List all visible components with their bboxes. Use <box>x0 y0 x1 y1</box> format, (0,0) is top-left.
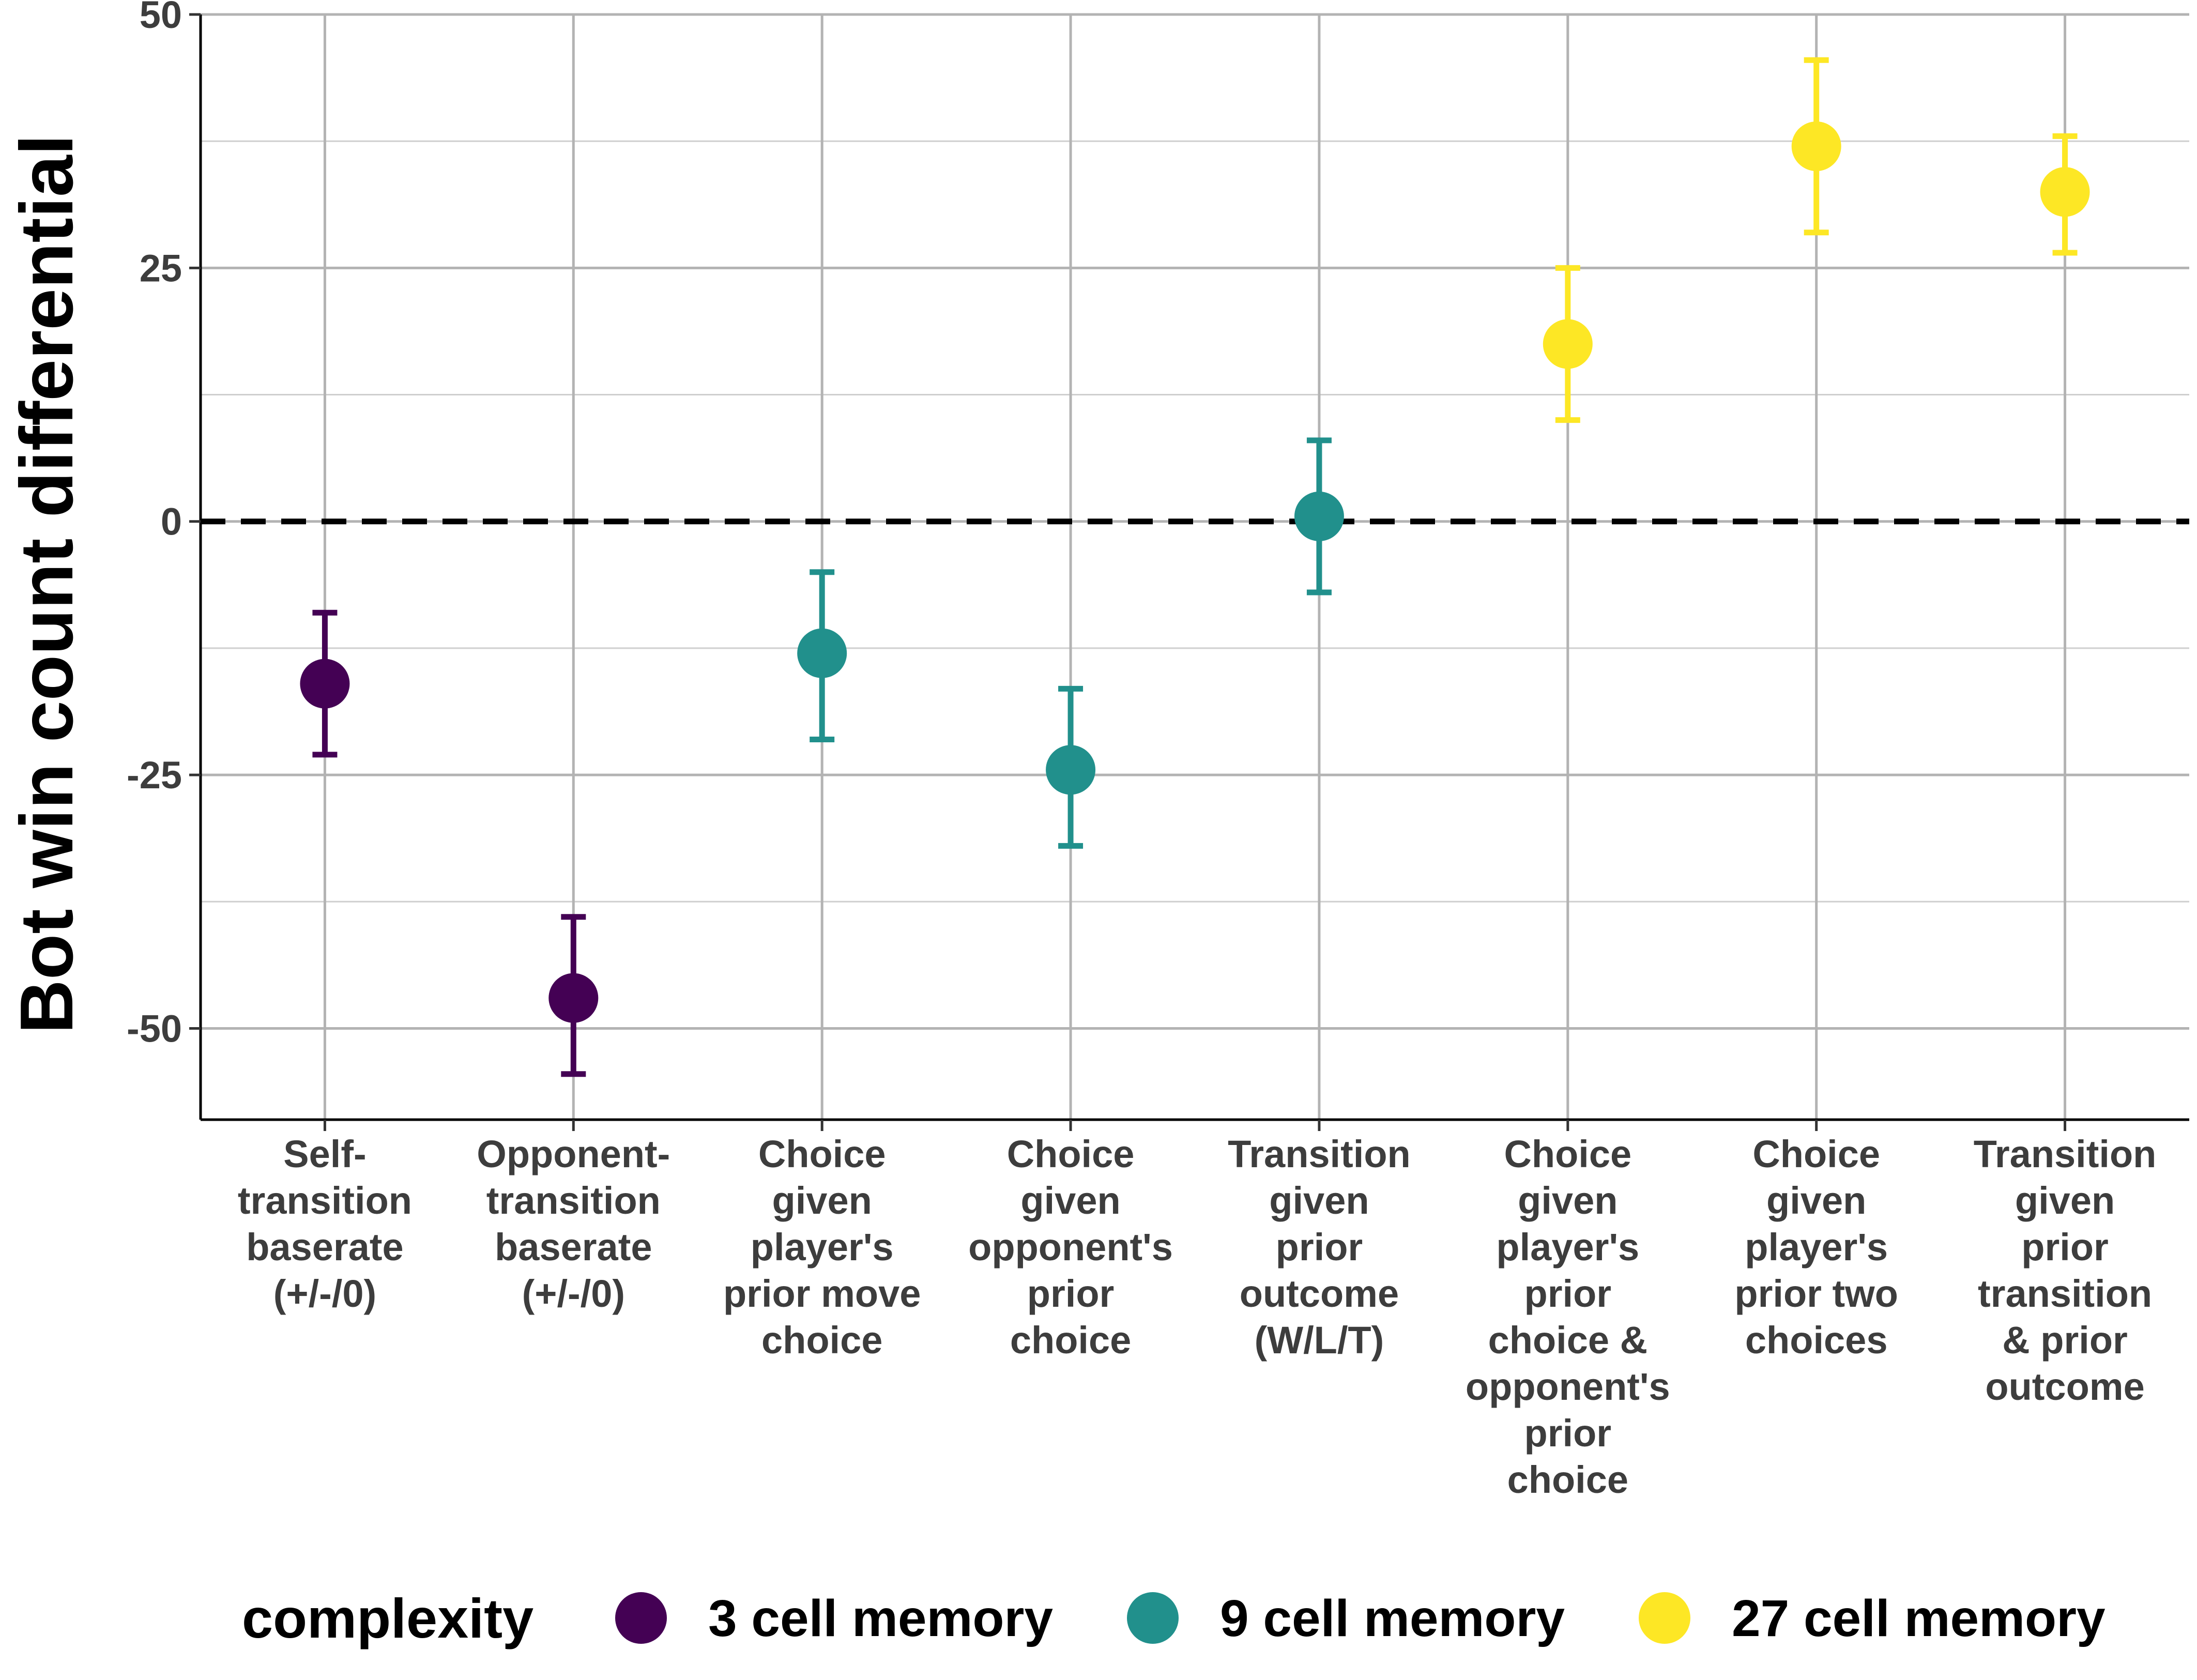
x-tick-label-line: Self- <box>283 1133 366 1175</box>
legend-key <box>615 1592 667 1644</box>
x-tick-label-line: outcome <box>1240 1272 1399 1315</box>
x-tick-label-line: Transition <box>1228 1133 1411 1175</box>
y-tick-label: -25 <box>127 754 182 797</box>
data-point <box>1046 745 1096 795</box>
legend-key <box>1127 1592 1179 1644</box>
x-tick-label-line: prior move <box>723 1272 921 1315</box>
x-tick-label-line: transition <box>238 1179 412 1222</box>
data-point <box>1543 319 1593 369</box>
y-axis-title: Bot win count differential <box>5 134 88 1034</box>
y-tick-label: -50 <box>127 1007 182 1050</box>
x-tick-label-line: given <box>1269 1179 1369 1222</box>
x-tick-label-line: (+/-/0) <box>522 1272 625 1315</box>
x-tick-label-line: prior <box>1524 1272 1612 1315</box>
legend-title: complexity <box>242 1587 533 1650</box>
data-point <box>2040 167 2090 217</box>
x-tick-label-line: prior <box>1524 1412 1612 1455</box>
x-tick-label-line: choices <box>1745 1319 1888 1362</box>
data-points <box>300 121 2090 1023</box>
x-tick-label: Choice given player's prior choice & opponent… <box>1466 1133 1670 1501</box>
x-tick-label: Choice given player's prior two choices <box>1734 1133 1898 1362</box>
legend-item: 3 cell memory <box>615 1590 1053 1647</box>
axes <box>189 13 2189 1131</box>
x-tick-label-line: prior <box>2021 1226 2109 1269</box>
y-tick-label: 25 <box>140 247 182 289</box>
x-tick-label-line: opponent's <box>1466 1365 1670 1408</box>
x-tick-label-line: outcome <box>1985 1365 2144 1408</box>
x-tick-label-line: Transition <box>1974 1133 2157 1175</box>
error-bars <box>312 57 2078 1077</box>
x-tick-label: Choice given opponent's prior choice <box>968 1133 1173 1362</box>
x-tick-label-line: given <box>1020 1179 1120 1222</box>
data-point <box>1294 491 1344 541</box>
x-tick-label-line: given <box>772 1179 872 1222</box>
y-tick-label: 0 <box>161 500 182 543</box>
x-tick-label-line: prior two <box>1734 1272 1898 1315</box>
x-tick-label-line: transition <box>486 1179 661 1222</box>
x-tick-label-line: choice <box>1010 1319 1131 1362</box>
x-tick-label-line: choice <box>761 1319 882 1362</box>
legend-label: 9 cell memory <box>1220 1590 1565 1647</box>
legend-item: 27 cell memory <box>1639 1590 2106 1647</box>
legend: complexity 3 cell memory 9 cell memory 27 … <box>242 1587 2106 1650</box>
x-tick-label: Transition given prior outcome (W/L/T) <box>1228 1133 1411 1362</box>
x-tick-label-line: given <box>1518 1179 1618 1222</box>
x-tick-label-line: given <box>1766 1179 1866 1222</box>
x-tick-label-line: player's <box>751 1226 894 1269</box>
data-point <box>797 628 847 678</box>
x-tick-label-line: Opponent- <box>477 1133 670 1175</box>
x-tick-label-line: (+/-/0) <box>273 1272 376 1315</box>
x-tick-labels: Self-transition baserate (+/-/0)Opponent-t… <box>238 1133 2156 1501</box>
y-tick-label: 50 <box>140 0 182 36</box>
x-tick-label-line: player's <box>1745 1226 1888 1269</box>
x-tick-label-line: Choice <box>1504 1133 1631 1175</box>
x-tick-label-line: player's <box>1496 1226 1639 1269</box>
x-tick-label-line: baserate <box>246 1226 403 1269</box>
data-point <box>1791 121 1841 171</box>
x-tick-label-line: Choice <box>758 1133 886 1175</box>
x-tick-label-line: (W/L/T) <box>1255 1319 1384 1362</box>
data-point <box>548 973 599 1023</box>
x-tick-label-line: given <box>2015 1179 2115 1222</box>
legend-label: 27 cell memory <box>1732 1590 2106 1647</box>
x-tick-label-line: baserate <box>495 1226 652 1269</box>
legend-item: 9 cell memory <box>1127 1590 1565 1647</box>
x-tick-label-line: transition <box>1978 1272 2152 1315</box>
x-tick-label-line: Choice <box>1007 1133 1135 1175</box>
x-tick-label: Self-transition baserate (+/-/0) <box>238 1133 412 1315</box>
x-tick-label-line: Choice <box>1752 1133 1880 1175</box>
x-tick-label-line: choice <box>1507 1458 1628 1501</box>
data-point <box>300 659 350 709</box>
x-tick-label: Transition given prior transition & prior out… <box>1974 1133 2157 1408</box>
x-tick-label: Opponent-transition baserate (+/-/0) <box>477 1133 670 1315</box>
grid <box>201 13 2189 1120</box>
x-tick-label: Choice given player's prior move choice <box>723 1133 921 1362</box>
x-tick-label-line: & prior <box>2002 1319 2128 1362</box>
legend-key <box>1639 1592 1690 1644</box>
x-tick-label-line: opponent's <box>968 1226 1173 1269</box>
x-tick-label-line: choice & <box>1488 1319 1647 1362</box>
x-tick-label-line: prior <box>1027 1272 1115 1315</box>
legend-label: 3 cell memory <box>708 1590 1053 1647</box>
x-tick-label-line: prior <box>1276 1226 1363 1269</box>
y-tick-labels: 50 25 0 -25 -50 <box>127 0 182 1050</box>
